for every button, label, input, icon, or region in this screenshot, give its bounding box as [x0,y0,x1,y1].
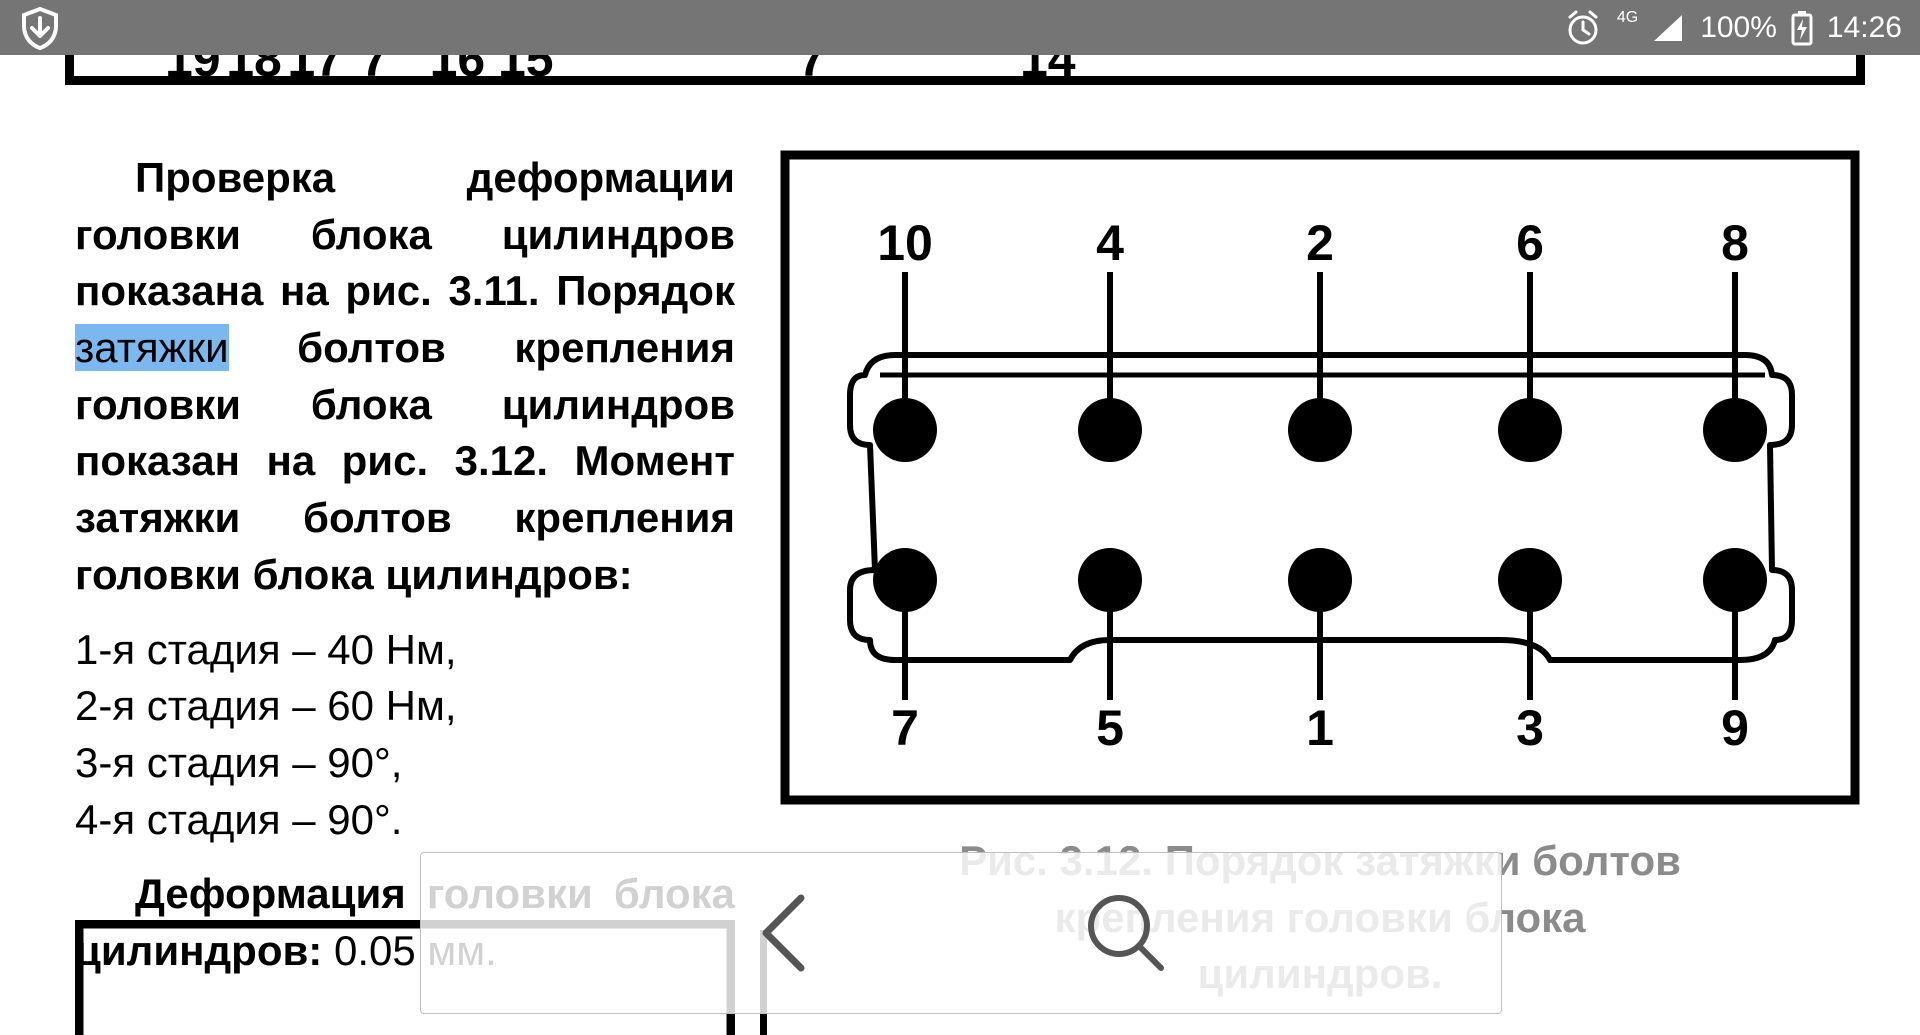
stage-item: 4-я стадия – 90°. [75,792,735,849]
svg-text:3: 3 [1516,700,1544,756]
search-icon [1081,888,1171,978]
chevron-left-icon [751,888,821,978]
stage-item: 2-я стадия – 60 Нм, [75,678,735,735]
svg-text:10: 10 [877,215,933,271]
prev-page-button[interactable] [751,888,821,978]
svg-text:1: 1 [1306,700,1334,756]
stages-list: 1-я стадия – 40 Нм,2-я стадия – 60 Нм,3-… [75,622,735,849]
battery-charging-icon [1791,10,1813,46]
alarm-icon [1563,8,1603,48]
network-type-label: 4G [1617,9,1638,27]
clock-time: 14:26 [1827,11,1902,45]
highlighted-word: затяжки [75,324,229,371]
stage-item: 3-я стадия – 90°, [75,735,735,792]
svg-text:8: 8 [1721,215,1749,271]
android-status-bar: 4G 100% 14:26 [0,0,1920,55]
paragraph-1: Проверка деформации головки блока цилинд… [75,150,735,604]
svg-text:6: 6 [1516,215,1544,271]
search-button[interactable] [1081,888,1171,978]
svg-text:2: 2 [1306,215,1334,271]
app-shield-icon [18,6,62,50]
battery-percentage: 100% [1700,11,1777,45]
signal-icon [1652,11,1686,45]
figure-svg-container: 10 4 2 6 8 7 5 1 3 9 [780,150,1860,805]
svg-text:4: 4 [1096,215,1124,271]
reader-nav-overlay [420,852,1502,1014]
svg-text:7: 7 [891,700,919,756]
svg-text:9: 9 [1721,700,1749,756]
stage-item: 1-я стадия – 40 Нм, [75,622,735,679]
para1-pre: Проверка деформации головки блока цилинд… [75,154,735,314]
bolt-order-diagram: 10 4 2 6 8 7 5 1 3 9 [780,150,1860,805]
svg-text:5: 5 [1096,700,1124,756]
